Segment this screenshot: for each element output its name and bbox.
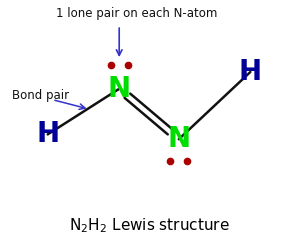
Text: H: H — [36, 120, 59, 148]
Text: 1 lone pair on each N-atom: 1 lone pair on each N-atom — [56, 7, 218, 20]
Text: Bond pair: Bond pair — [12, 90, 69, 102]
Text: N: N — [108, 75, 131, 103]
Text: N$_2$H$_2$ Lewis structure: N$_2$H$_2$ Lewis structure — [69, 216, 229, 235]
Text: H: H — [239, 58, 262, 86]
Text: N: N — [167, 125, 190, 153]
